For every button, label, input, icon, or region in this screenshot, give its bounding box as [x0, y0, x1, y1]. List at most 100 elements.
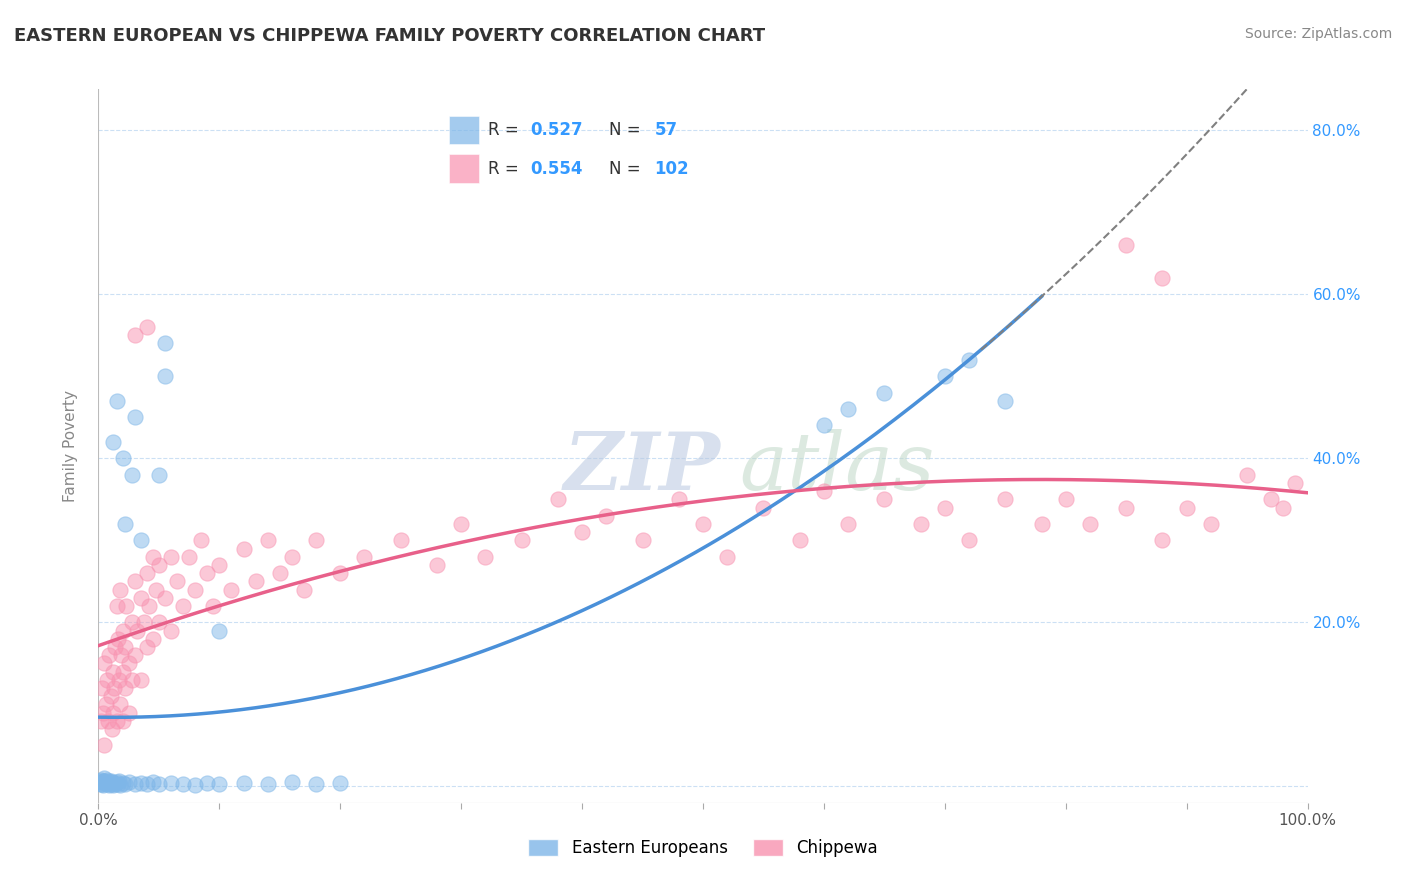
Point	[91, 775, 114, 789]
Point	[111, 624, 134, 638]
Point	[114, 777, 136, 791]
Point	[100, 689, 122, 703]
Point	[124, 328, 146, 343]
Point	[148, 467, 170, 482]
Text: N =: N =	[609, 121, 645, 139]
Point	[135, 566, 157, 581]
Y-axis label: Family Poverty: Family Poverty	[63, 390, 77, 502]
Text: 0.554: 0.554	[530, 160, 583, 178]
Point	[160, 624, 183, 638]
Point	[104, 777, 127, 791]
Point	[172, 599, 194, 613]
Point	[118, 657, 141, 671]
Point	[1054, 492, 1077, 507]
Point	[91, 778, 114, 792]
Point	[1152, 270, 1174, 285]
Point	[426, 558, 449, 572]
Point	[135, 320, 157, 334]
Point	[184, 778, 207, 792]
Point	[114, 640, 136, 654]
Point	[101, 434, 124, 449]
Point	[1199, 516, 1222, 531]
Point	[138, 599, 160, 613]
Point	[789, 533, 811, 548]
Point	[474, 549, 496, 564]
Point	[100, 773, 122, 788]
Point	[692, 516, 714, 531]
Point	[134, 615, 156, 630]
Point	[450, 516, 472, 531]
Point	[124, 410, 146, 425]
Point	[305, 777, 328, 791]
Text: 102: 102	[655, 160, 689, 178]
Point	[114, 681, 136, 695]
Point	[93, 774, 115, 789]
Point	[135, 640, 157, 654]
Point	[813, 418, 835, 433]
Point	[160, 776, 183, 790]
Point	[208, 624, 231, 638]
Point	[124, 777, 146, 791]
Point	[97, 775, 120, 789]
Point	[121, 467, 143, 482]
Point	[93, 657, 115, 671]
Point	[108, 774, 131, 789]
Point	[148, 615, 170, 630]
Point	[873, 492, 896, 507]
Point	[96, 772, 118, 787]
Point	[547, 492, 569, 507]
Point	[837, 516, 859, 531]
Point	[1152, 533, 1174, 548]
Point	[195, 566, 218, 581]
Text: 57: 57	[655, 121, 678, 139]
Text: 0.527: 0.527	[530, 121, 583, 139]
Point	[571, 525, 593, 540]
Point	[111, 665, 134, 679]
Point	[105, 599, 128, 613]
Point	[121, 673, 143, 687]
Point	[153, 591, 176, 605]
Point	[94, 776, 117, 790]
Point	[129, 591, 152, 605]
Point	[142, 549, 165, 564]
Point	[101, 706, 124, 720]
Point	[110, 648, 132, 662]
FancyBboxPatch shape	[449, 154, 479, 183]
Point	[202, 599, 225, 613]
Point	[101, 665, 124, 679]
Point	[103, 681, 125, 695]
Point	[1284, 475, 1306, 490]
Point	[98, 648, 121, 662]
Point	[111, 776, 134, 790]
Text: EASTERN EUROPEAN VS CHIPPEWA FAMILY POVERTY CORRELATION CHART: EASTERN EUROPEAN VS CHIPPEWA FAMILY POVE…	[14, 27, 765, 45]
Point	[184, 582, 207, 597]
Point	[813, 484, 835, 499]
Point	[103, 776, 125, 790]
Point	[91, 773, 114, 788]
Point	[111, 451, 134, 466]
Point	[281, 549, 304, 564]
Point	[305, 533, 328, 548]
Point	[93, 771, 115, 785]
Point	[135, 777, 157, 791]
Point	[1115, 238, 1137, 252]
Point	[232, 776, 254, 790]
Text: atlas: atlas	[740, 429, 935, 506]
Point	[107, 777, 129, 791]
Point	[281, 775, 304, 789]
Point	[256, 777, 278, 791]
Point	[510, 533, 533, 548]
Point	[124, 648, 146, 662]
Point	[221, 582, 243, 597]
Point	[195, 776, 218, 790]
Point	[873, 385, 896, 400]
Point	[108, 778, 131, 792]
Point	[329, 776, 352, 790]
Point	[934, 369, 956, 384]
Point	[245, 574, 267, 589]
Point	[256, 533, 278, 548]
Point	[96, 777, 118, 791]
Point	[752, 500, 775, 515]
Point	[957, 352, 980, 367]
Point	[91, 777, 114, 791]
